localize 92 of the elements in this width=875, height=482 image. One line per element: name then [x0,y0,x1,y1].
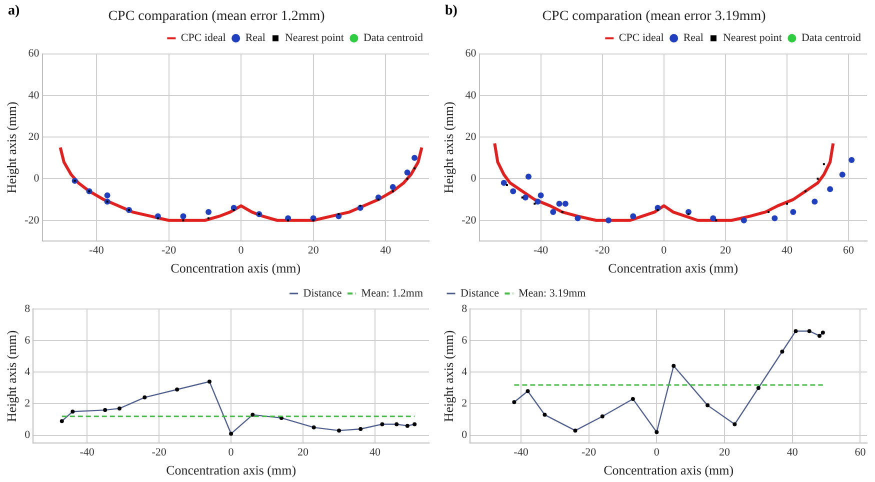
y-tick-label: 20 [28,130,40,143]
y-tick-label: 60 [465,48,477,60]
point [848,156,855,163]
y-tick-label: 0 [462,429,468,442]
legend-label: Mean: 1.2mm [361,287,424,300]
x-tick-label: 20 [298,446,310,459]
point [839,172,846,178]
point [574,215,581,222]
y-tick-label: 6 [24,334,31,346]
x-axis-title: Concentration axis (mm) [170,260,301,276]
y-tick-label: 2 [24,398,30,410]
x-tick-label: 40 [370,446,382,459]
legend-label: Real [683,32,704,44]
chart-title: CPC comparation (mean error 3.19mm) [542,9,766,24]
y-axis-title: Height axis (mm) [4,102,20,194]
y-axis-title: Height axis (mm) [441,102,456,194]
x-tick-label: 0 [661,244,668,257]
y-tick-label: 4 [24,366,31,378]
point [526,174,532,180]
y-tick-label: 4 [462,366,468,378]
legend-label: Mean: 3.19mm [518,287,586,300]
point [812,198,818,205]
x-tick-label: 20 [720,244,732,257]
point [404,169,410,176]
point [710,215,716,222]
legend-label: Distance [460,287,500,300]
y-tick-label: 40 [28,89,40,102]
point [790,209,796,216]
y-tick-label: 60 [28,48,40,60]
point [180,213,186,220]
y-axis-title: Height axis (mm) [4,330,20,422]
text: b) [445,4,458,19]
x-axis-title: Concentration axis (mm) [604,462,734,478]
x-tick-label: 20 [719,446,731,459]
point [772,215,778,222]
y-axis-title: Height axis (mm) [441,330,456,422]
x-tick-label: -20 [152,446,167,459]
x-axis-title: Concentration axis (mm) [608,260,738,276]
x-tick-label: -40 [533,244,549,257]
legend-label: Nearest point [722,32,782,44]
point [206,209,212,216]
x-tick-label: -40 [514,446,529,459]
legend-label: Real [245,32,266,44]
y-tick-label: 0 [24,429,31,442]
y-tick-label: -20 [24,214,40,226]
y-tick-label: 8 [24,302,31,315]
x-tick-label: -20 [161,244,177,257]
point [534,198,541,205]
y-tick-label: -20 [462,214,477,226]
point [740,217,747,224]
y-tick-label: 40 [465,89,477,102]
x-tick-label: 60 [854,446,866,459]
point [550,209,556,216]
x-tick-label: 0 [238,244,244,257]
point [630,213,636,220]
y-tick-label: 0 [34,172,40,185]
point [412,154,418,161]
legend-label: CPC ideal [618,32,664,44]
point [556,200,562,207]
point [827,186,834,192]
x-tick-label: -20 [581,446,597,459]
x-tick-label: 0 [228,446,234,459]
x-tick-label: 40 [781,244,793,257]
x-tick-label: 0 [654,446,660,459]
text: a) [8,4,20,19]
x-tick-label: -40 [89,244,104,257]
y-tick-label: 2 [462,398,468,410]
x-tick-label: 40 [786,446,798,459]
point [562,200,568,207]
legend-label: Data centroid [363,32,424,44]
chart-title: CPC comparation (mean error 1.2mm) [108,9,326,24]
point [606,217,612,224]
x-axis-title: Concentration axis (mm) [166,462,296,478]
point [538,192,544,198]
legend-label: Distance [303,287,342,300]
point [510,188,516,194]
x-tick-label: -40 [80,446,95,459]
y-tick-label: 8 [462,302,468,315]
x-tick-label: -20 [595,244,610,257]
point [390,184,396,190]
point [500,180,507,186]
point [104,192,110,198]
y-tick-label: 6 [462,334,468,346]
point [522,194,528,200]
x-tick-label: 40 [380,244,392,257]
y-tick-label: 20 [465,130,477,143]
y-tick-label: 0 [470,172,477,185]
legend-label: Nearest point [284,32,344,44]
legend-label: CPC ideal [180,32,226,44]
legend-label: Data centroid [801,32,862,44]
x-tick-label: 20 [308,244,320,257]
x-tick-label: 60 [843,244,855,257]
